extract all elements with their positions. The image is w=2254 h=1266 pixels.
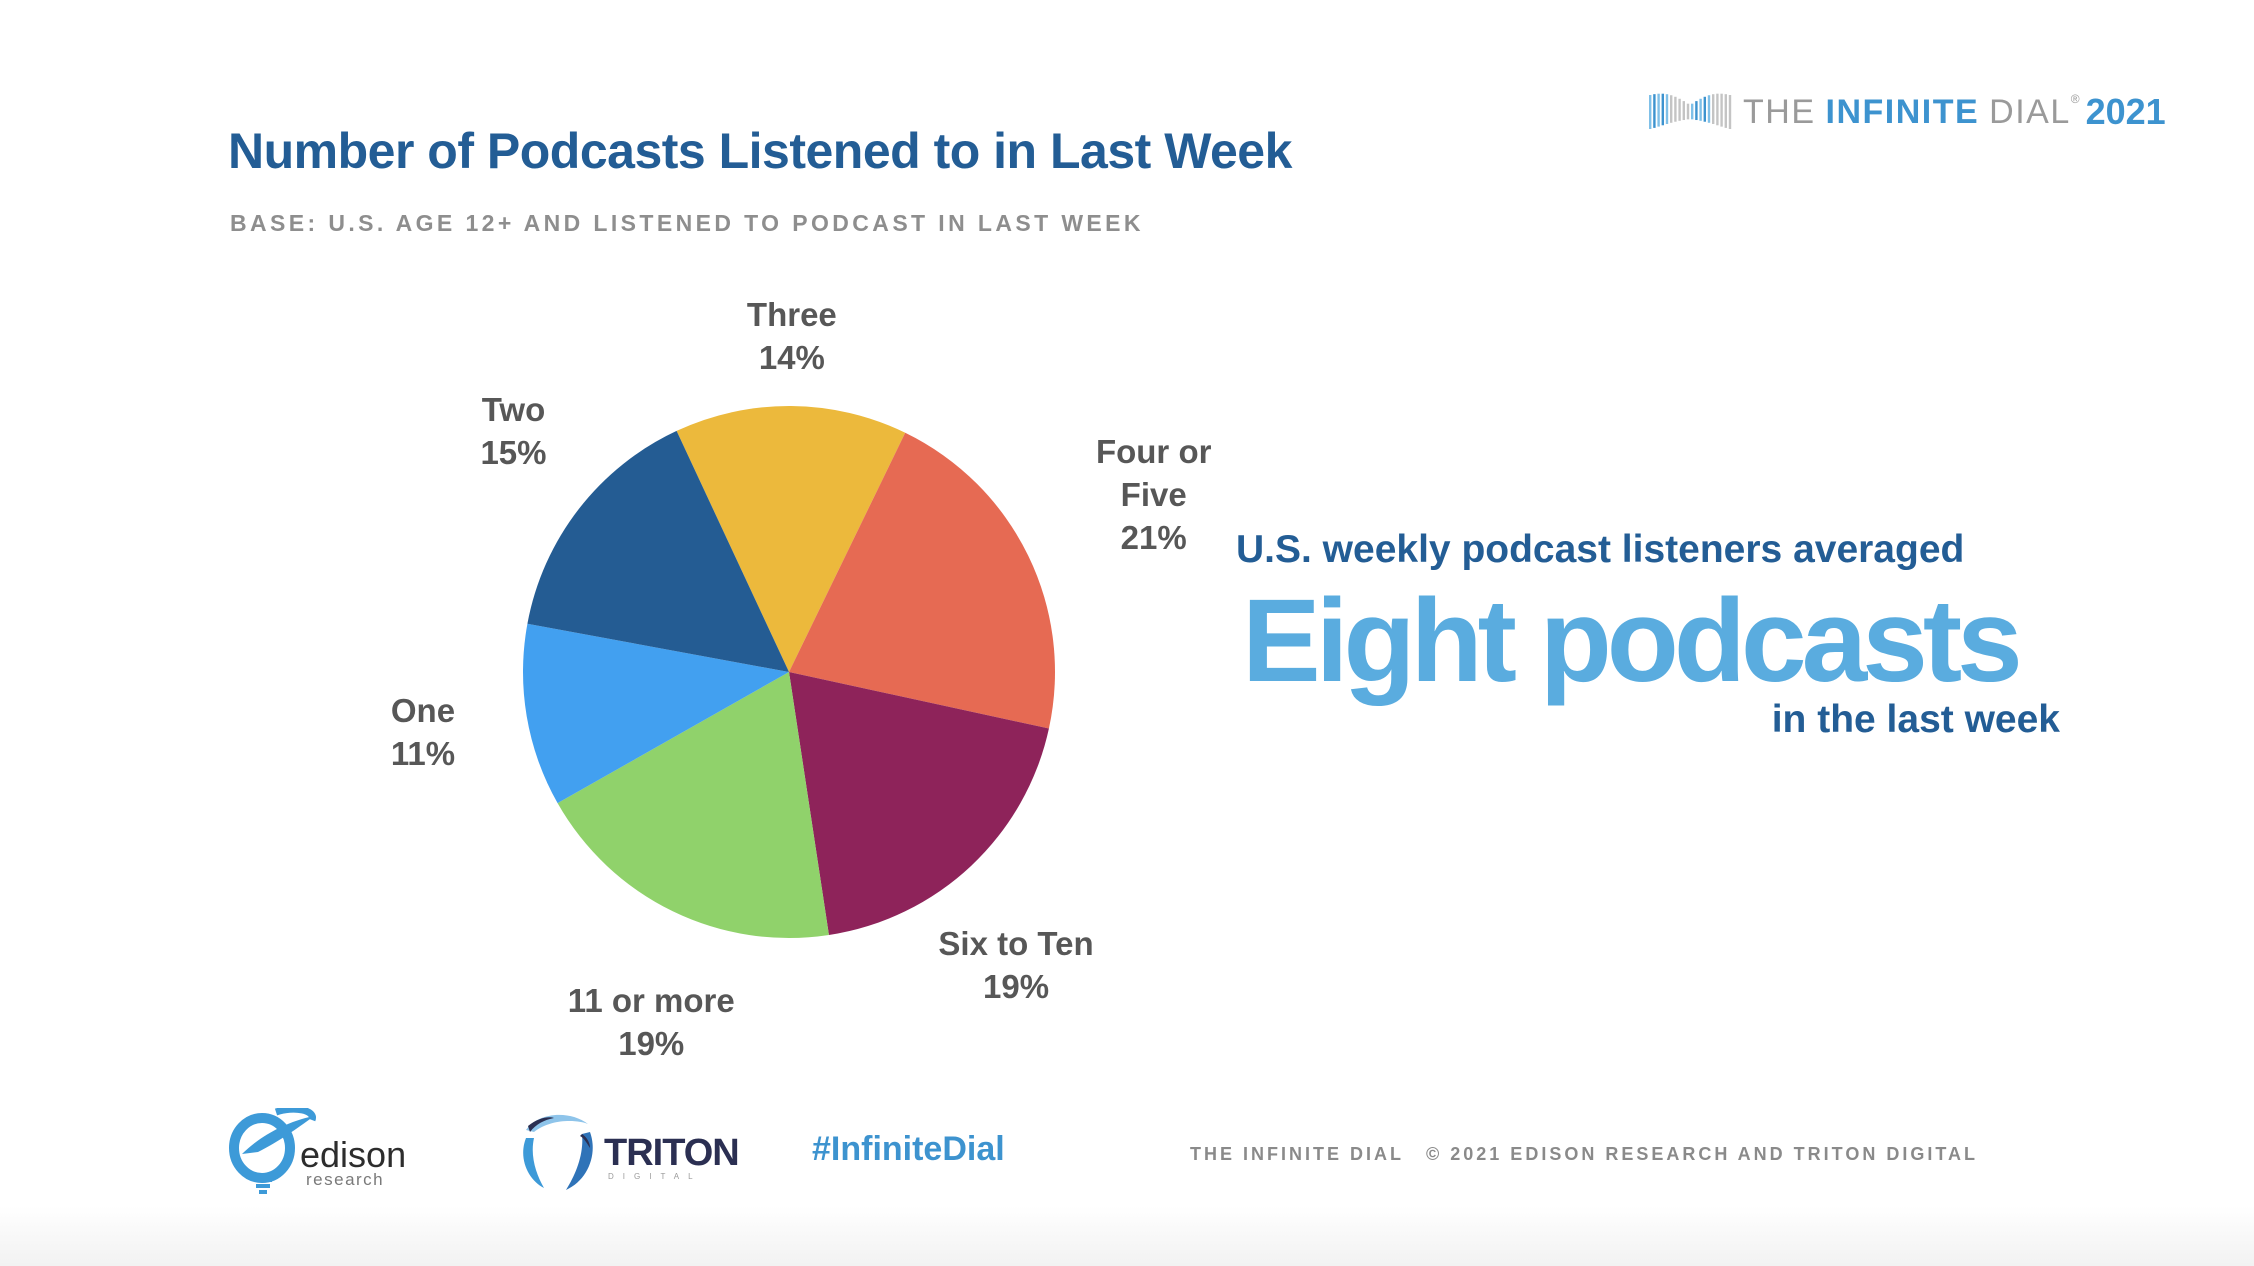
infinity-icon bbox=[1649, 93, 1732, 129]
callout-lead: U.S. weekly podcast listeners averaged bbox=[1236, 528, 1965, 571]
brand-registered: ® bbox=[2070, 92, 2080, 106]
edison-bulb-icon bbox=[229, 1108, 316, 1194]
callout-highlight: Eight podcasts bbox=[1242, 575, 2023, 707]
brand-year: 2021 bbox=[2085, 91, 2166, 132]
triton-sub: DIGITAL bbox=[608, 1172, 702, 1181]
pie-slice-four-or-five bbox=[789, 432, 1055, 729]
infinity-bar bbox=[1682, 101, 1685, 121]
pie-label-value: 19% bbox=[618, 1024, 685, 1062]
pie-label-text: 11 or more bbox=[567, 981, 735, 1019]
infinity-bar bbox=[1657, 93, 1660, 127]
pie-slice-eleven-or-more bbox=[557, 672, 829, 938]
pie-label-value: 15% bbox=[480, 434, 547, 472]
brand-infinite: INFINITE bbox=[1825, 92, 1980, 131]
infinity-bar bbox=[1678, 98, 1681, 121]
pie-label-three: Three 14% bbox=[747, 293, 837, 379]
pie-label-six-to-ten: Six to Ten 19% bbox=[938, 922, 1093, 1008]
infinity-bar bbox=[1712, 94, 1715, 124]
pie-slice-one bbox=[523, 623, 789, 804]
infinity-bar bbox=[1720, 93, 1723, 127]
infinity-bar bbox=[1661, 93, 1664, 126]
triton-wordmark: TRITON bbox=[604, 1132, 740, 1174]
infinity-bar bbox=[1691, 103, 1694, 120]
copyright-left: THE INFINITE DIAL bbox=[1190, 1144, 1404, 1164]
infinite-dial-brand: THE INFINITE DIAL ® 2021 bbox=[1645, 84, 2166, 140]
copyright-right: © 2021 EDISON RESEARCH AND TRITON DIGITA… bbox=[1426, 1144, 1978, 1164]
pie-label-four-or-five: Four or Five 21% bbox=[1096, 430, 1211, 559]
infinity-bar bbox=[1695, 101, 1698, 121]
pie-label-text: Six to Ten bbox=[938, 925, 1094, 963]
callout: U.S. weekly podcast listeners averaged E… bbox=[1236, 528, 2066, 742]
pie-slice-two bbox=[527, 430, 789, 672]
infinity-bar bbox=[1670, 95, 1673, 123]
infinity-bar bbox=[1653, 94, 1656, 128]
hashtag: #InfiniteDial bbox=[812, 1130, 1005, 1168]
infinity-bar bbox=[1716, 93, 1719, 126]
infinity-bar bbox=[1728, 95, 1732, 129]
infinity-bar bbox=[1686, 103, 1690, 120]
pie-label-value: 14% bbox=[758, 339, 825, 376]
chart-subtitle: BASE: U.S. AGE 12+ AND LISTENED TO PODCA… bbox=[230, 210, 1144, 236]
pie-label-text: Five bbox=[1120, 475, 1187, 513]
pie-label-one: One 11% bbox=[391, 689, 455, 775]
triton-ring-icon bbox=[523, 1114, 593, 1190]
pie-label-eleven-or-more: 11 or more 19% bbox=[568, 979, 735, 1065]
brand-the: THE bbox=[1743, 92, 1816, 131]
bottom-fade bbox=[0, 1206, 2254, 1266]
edison-sub: research bbox=[306, 1170, 385, 1189]
edison-research-logo: edison research bbox=[228, 1108, 428, 1194]
edison-wordmark: edison bbox=[300, 1134, 407, 1175]
pie-label-two: Two 15% bbox=[480, 388, 546, 474]
pie-label-value: 21% bbox=[1120, 518, 1187, 556]
infinity-bar bbox=[1707, 95, 1711, 123]
pie-label-text: Three bbox=[746, 296, 837, 333]
infinity-bar bbox=[1703, 96, 1706, 122]
pie-label-value: 11% bbox=[390, 734, 456, 772]
pie-slice-three bbox=[676, 406, 906, 672]
pie-label-value: 19% bbox=[983, 968, 1050, 1006]
pie-slice-six-to-ten bbox=[789, 672, 1049, 935]
infinity-bar bbox=[1724, 94, 1727, 128]
pie-label-text: Two bbox=[481, 391, 546, 429]
callout-tail: in the last week bbox=[1771, 698, 2060, 741]
pie-label-text: Four or bbox=[1095, 432, 1212, 470]
infinity-bar bbox=[1665, 94, 1669, 124]
chart-title: Number of Podcasts Listened to in Last W… bbox=[228, 123, 1292, 179]
infinity-bar bbox=[1649, 95, 1652, 129]
brand-dial: DIAL bbox=[1989, 92, 2071, 131]
copyright: THE INFINITE DIAL © 2021 EDISON RESEARCH … bbox=[1190, 1144, 1978, 1165]
infinity-bar bbox=[1699, 98, 1702, 121]
infinity-bar bbox=[1674, 96, 1677, 122]
triton-digital-logo: TRITON DIGITAL bbox=[518, 1108, 740, 1194]
pie-label-text: One bbox=[390, 691, 456, 729]
pie-slices bbox=[523, 406, 1055, 938]
